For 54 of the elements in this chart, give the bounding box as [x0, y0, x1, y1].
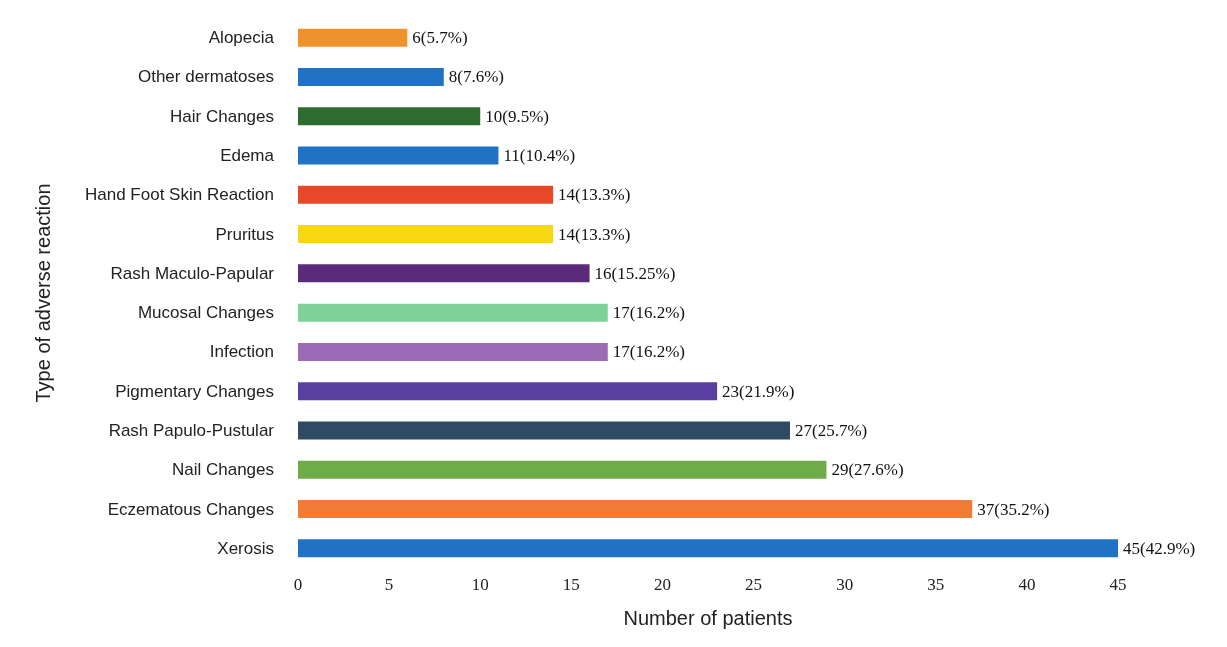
- data-label: 10(9.5%): [485, 106, 549, 126]
- x-tick-label: 10: [471, 575, 489, 594]
- data-label: 37(35.2%): [977, 499, 1050, 519]
- x-tick-label: 20: [653, 575, 671, 594]
- bar: [298, 264, 590, 283]
- x-tick-label: 15: [562, 575, 580, 594]
- x-tick-label: 30: [836, 575, 854, 594]
- y-tick-label: Hair Changes: [170, 106, 274, 126]
- x-tick-label: 25: [745, 575, 763, 594]
- y-tick-label: Hand Foot Skin Reaction: [85, 185, 274, 205]
- bar: [298, 382, 718, 401]
- data-label: 45(42.9%): [1123, 538, 1196, 558]
- y-tick-label: Rash Maculo-Papular: [110, 263, 275, 283]
- data-label: 14(13.3%): [558, 185, 631, 205]
- data-label: 11(10.4%): [503, 146, 576, 165]
- data-label: 17(16.2%): [612, 342, 686, 362]
- bar: [298, 421, 790, 440]
- bar: [298, 460, 827, 479]
- x-tick-label: 0: [293, 575, 303, 594]
- y-tick-label: Mucosal Changes: [137, 303, 274, 323]
- y-tick-label: Xerosis: [217, 538, 274, 558]
- data-label: 6(5.7%): [412, 28, 468, 48]
- bar: [298, 107, 481, 126]
- x-axis-title: Number of patients: [623, 607, 793, 629]
- bar: [298, 146, 499, 165]
- x-tick-label: 5: [384, 575, 394, 594]
- y-tick-label: Eczematous Changes: [107, 499, 274, 519]
- y-axis-title: Type of adverse reaction: [32, 183, 54, 403]
- bar: [298, 28, 408, 47]
- x-tick-label: 35: [927, 575, 945, 594]
- bar: [298, 539, 1118, 558]
- x-tick-label: 45: [1109, 575, 1127, 594]
- bar: [298, 67, 444, 86]
- y-tick-label: Other dermatoses: [137, 67, 274, 87]
- data-label: 8(7.6%): [448, 67, 505, 87]
- y-tick-label: Infection: [209, 342, 274, 362]
- y-tick-label: Pigmentary Changes: [115, 381, 274, 401]
- data-label: 27(25.7%): [795, 421, 868, 440]
- data-label: 17(16.2%): [612, 303, 686, 323]
- y-tick-label: Pruritus: [215, 224, 274, 244]
- bar: [298, 225, 554, 244]
- data-label: 29(27.6%): [831, 460, 904, 480]
- y-tick-label: Alopecia: [208, 28, 275, 48]
- y-tick-label: Nail Changes: [171, 460, 274, 480]
- data-label: 23(21.9%): [722, 381, 795, 401]
- bar: [298, 185, 554, 204]
- data-label: 14(13.3%): [558, 224, 631, 244]
- x-tick-label: 40: [1018, 575, 1036, 594]
- y-tick-label: Edema: [220, 146, 275, 165]
- y-tick-label: Rash Papulo-Pustular: [108, 421, 275, 440]
- bar: [298, 500, 973, 519]
- data-label: 16(15.25%): [594, 263, 676, 283]
- bar: [298, 303, 608, 322]
- bar: [298, 342, 608, 361]
